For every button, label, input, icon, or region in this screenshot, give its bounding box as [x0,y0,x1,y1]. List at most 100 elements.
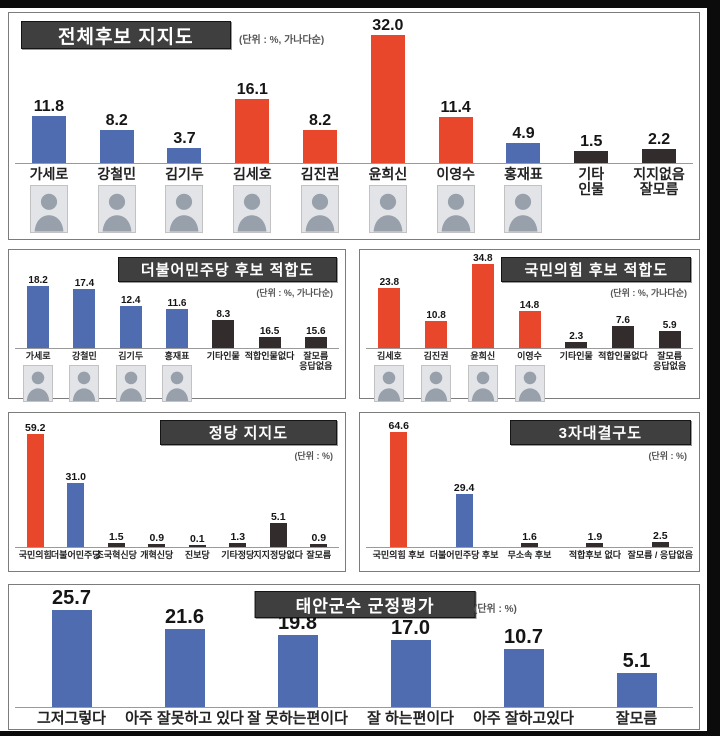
bar-category-label: 진보당 [184,550,210,560]
bar-category-label: 지지없음 잘모름 [633,166,685,198]
bar-value-label: 17.0 [391,617,430,639]
bar [506,143,541,163]
bar-category-label: 기타인물 [559,351,593,361]
unit-note: (단위 : %, 가나다순) [239,35,325,46]
bar-value-label: 7.6 [616,314,630,326]
bar [148,544,166,547]
bar-category-label: 더불어민주당 [50,550,101,560]
bar-value-label: 5.9 [662,319,677,331]
bar-column: 29.4 더불어민주당 후보 [430,417,499,561]
bar [165,309,188,348]
candidate-photo [421,364,452,402]
bar-chart-democratic-suitability: 18.2 가세로 17.4 강철민 12.4 김기두 11.6 홍재표 8.3 기타인물 16.5 적… [15,252,339,402]
bar-value-label: 18.2 [28,274,48,286]
bar-value-label: 15.6 [306,325,326,337]
bar-category-label: 윤희신 [368,166,408,182]
bar [188,545,206,547]
bar-category-label: 그저그렇다 [36,710,106,727]
bar-column: 1.5 기타 인물 [557,17,625,198]
bar-value-label: 1.5 [108,530,124,543]
bar-category-label: 아주 잘하고있다 [473,710,574,727]
candidate-photo [467,364,498,402]
candidate-photo [504,185,543,234]
bar-column: 1.5 조국혁신당 [96,417,137,561]
bar [277,635,318,707]
bar-value-label: 12.4 [120,294,141,306]
bar-category-label: 김세호 [376,351,402,361]
bar [521,543,539,547]
unit-note: (단위 : %) [474,604,517,615]
bar [390,432,408,547]
bar [455,494,473,547]
bar-column: 8.3 기타인물 [200,252,246,362]
chart-title: 전체후보 지지도 [21,21,231,49]
bar [642,149,677,163]
bar [425,321,448,348]
bar [310,544,328,547]
candidate-photo [161,364,192,402]
bar-value-label: 1.9 [587,530,603,543]
bar-column: 8.2 강철민 [83,17,151,234]
bar-category-label: 아주 잘못하고 있다 [125,710,244,727]
bar-value-label: 0.9 [311,531,327,544]
chart-title: 정당 지지도 [159,420,337,445]
bar-column: 10.8 김진권 [413,252,460,402]
bar-value-label: 0.9 [149,531,165,544]
bar [586,543,604,547]
bar [651,542,669,547]
candidate-photo [97,185,136,234]
bar-column: 5.9 잘모름 응답없음 [646,252,693,372]
bar [303,130,338,163]
chart-title: 3자대결구도 [509,420,691,445]
candidate-photo [29,185,68,234]
bar-value-label: 21.6 [165,606,204,628]
bar [378,288,401,348]
bar-category-label: 강철민 [97,166,137,182]
bar [471,264,494,348]
bar-column: 14.8 이영수 [506,252,553,402]
panel-people-power-party-suitability: 국민의힘 후보 적합도 (단위 : %, 가나다순) 23.8 김세호 10.8 김진… [359,249,700,402]
bar-column: 17.4 강철민 [61,252,107,402]
bar-category-label: 적합인물없다 [244,351,295,361]
bar-column: 0.9 잘모름 [299,417,340,561]
unit-note: (단위 : %, 가나다순) [610,288,687,298]
bar-value-label: 0.1 [189,532,205,545]
bar-chart-three-way-contest: 64.6 국민의힘 후보 29.4 더불어민주당 후보 1.6 무소속 후보 1.9 적합후보… [366,417,693,571]
bar-category-label: 기타 인물 [578,166,605,198]
candidate-photo [301,185,340,234]
bar [258,337,281,348]
bar-category-label: 적합후보 없다 [568,550,622,560]
bar-category-label: 잘모름 [615,710,658,727]
bar [99,130,134,163]
panel-three-way-contest: 3자대결구도 (단위 : %) 64.6 국민의힘 후보 29.4 더불어민주당 후보… [359,412,700,572]
bar [304,337,327,348]
bar-value-label: 4.9 [512,124,535,142]
x-axis-line [366,547,693,548]
bar-category-label: 잘모름 / 응답없음 [627,550,694,560]
unit-note: (단위 : %, 가나다순) [256,288,333,298]
bar-value-label: 10.8 [426,309,446,321]
bar [611,326,634,348]
bar-category-label: 홍재표 [164,351,190,361]
bar-column: 18.2 가세로 [15,252,61,402]
bar [107,543,125,547]
bar-category-label: 잘모름 응답없음 [653,351,687,371]
bar-column: 17.0 잘 하는편이다 [354,587,467,728]
bar-category-label: 이영수 [436,166,475,182]
bar-category-label: 잘 못하는편이다 [247,710,348,727]
bar-category-label: 적합인물없다 [598,351,648,361]
bar-column: 10.7 아주 잘하고있다 [467,587,580,728]
bar-value-label: 2.3 [569,330,584,342]
bar-column: 8.2 김진권 [286,17,354,234]
bar-category-label: 김기두 [165,166,204,182]
bar-column: 4.9 홍재표 [490,17,558,234]
bar-value-label: 8.2 [308,111,332,129]
bar-value-label: 64.6 [388,419,409,432]
bar-column: 2.5 잘모름 / 응답없음 [628,417,693,561]
bar-column: 5.1 잘모름 [580,587,693,728]
bar-value-label: 5.1 [622,650,651,672]
bar-value-label: 8.2 [105,111,128,129]
x-axis-line [366,348,693,349]
bar-column: 23.8 김세호 [366,252,413,402]
bar-column: 2.2 지지없음 잘모름 [625,17,693,198]
